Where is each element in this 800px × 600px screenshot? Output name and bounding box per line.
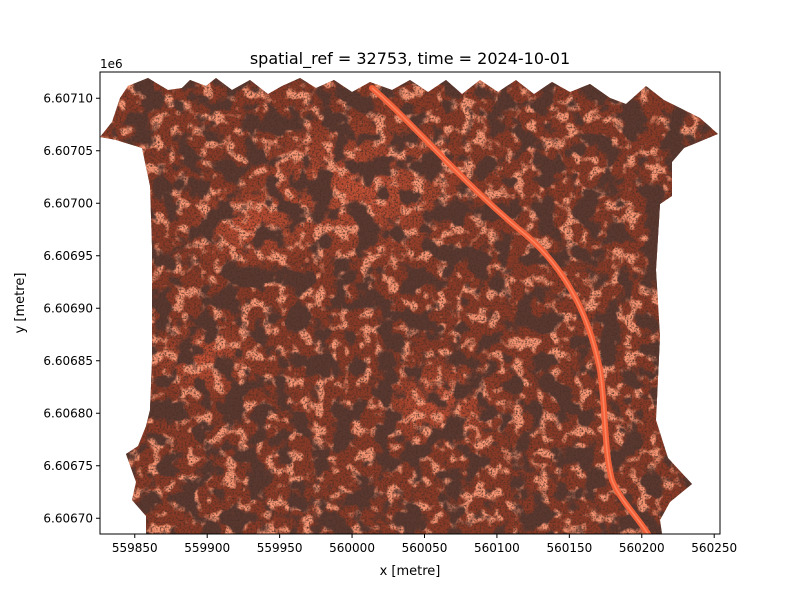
y-tick-label: 6.60685: [43, 354, 93, 368]
y-axis: 6.60670 6.60675 6.60680 6.60685 6.60690 6.606…: [43, 91, 100, 525]
y-tick-label: 6.60695: [43, 249, 93, 263]
x-tick-label: 560050: [402, 541, 448, 555]
x-tick-label: 560100: [474, 541, 520, 555]
raster-image: [100, 78, 718, 534]
x-tick-label: 560150: [546, 541, 592, 555]
y-tick-label: 6.60705: [43, 144, 93, 158]
axes-frame: [99, 71, 721, 535]
y-tick-label: 6.60700: [43, 196, 93, 210]
x-tick-label: 559850: [112, 541, 158, 555]
y-tick-label: 6.60680: [43, 406, 93, 420]
y-tick-label: 6.60710: [43, 91, 93, 105]
y-tick-label: 6.60675: [43, 459, 93, 473]
x-tick-label: 559950: [257, 541, 303, 555]
chart-title: spatial_ref = 32753, time = 2024-10-01: [250, 49, 570, 69]
x-tick-label: 559900: [184, 541, 230, 555]
y-tick-label: 6.60690: [43, 301, 93, 315]
y-axis-label: y [metre]: [13, 273, 28, 334]
x-axis-label: x [metre]: [380, 564, 441, 579]
x-tick-label: 560000: [329, 541, 375, 555]
x-tick-label: 560200: [619, 541, 665, 555]
y-tick-label: 6.60670: [43, 511, 93, 525]
y-offset-label: 1e6: [100, 57, 123, 71]
x-axis: 559850 559900 559950 560000 560050 560100 5601…: [112, 534, 737, 555]
x-tick-label: 560250: [691, 541, 737, 555]
